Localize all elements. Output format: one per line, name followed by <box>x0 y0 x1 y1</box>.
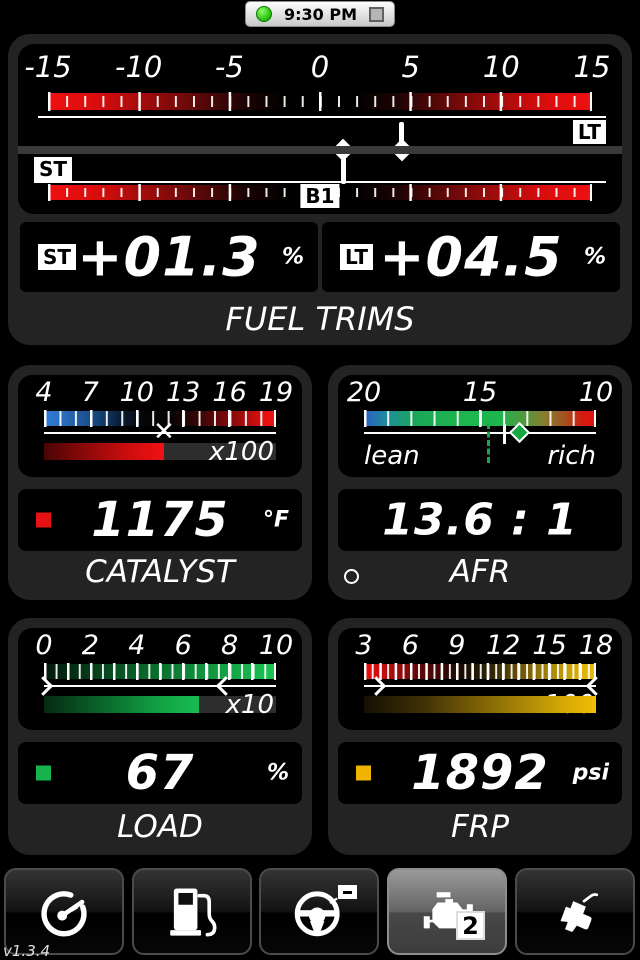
app-version: v1.3.4 <box>3 942 51 960</box>
lt-badge: LT <box>340 244 374 270</box>
load-gauge: 0 2 4 6 8 10 x10 <box>18 628 302 730</box>
fuel-trims-ruler-top <box>48 92 592 111</box>
catalyst-panel[interactable]: 4 7 10 13 16 19 ✕ x100 <box>8 365 312 600</box>
st-track-line <box>34 181 606 183</box>
catalyst-scale-labels: 4 7 10 13 16 19 <box>35 377 294 408</box>
fuel-trims-title: FUEL TRIMS <box>225 300 415 338</box>
catalyst-value: 1175 <box>91 492 229 548</box>
afr-title: AFR <box>449 554 511 590</box>
lt-track-line <box>38 116 606 118</box>
afr-panel[interactable]: 20 15 10 lean rich 13.6 : 1 AFR <box>328 365 632 600</box>
frp-fill <box>364 696 596 713</box>
load-fill <box>44 696 200 713</box>
load-indicator <box>36 765 51 781</box>
fuel-nozzle-icon <box>546 883 604 941</box>
bank-label: B1 <box>300 184 340 208</box>
nozzle-tab-button[interactable] <box>515 868 635 955</box>
frp-value-box: 1892 psi <box>338 742 622 804</box>
fuel-trims-gauge: -15 -10 -5 0 5 10 15 B1 <box>18 44 622 214</box>
steering-tab-button[interactable] <box>259 868 379 955</box>
catalyst-title: CATALYST <box>85 554 235 590</box>
steering-wheel-icon <box>290 883 348 941</box>
fuel-tab-button[interactable] <box>132 868 252 955</box>
lt-unit: % <box>583 244 606 270</box>
load-multiplier: x10 <box>225 690 274 720</box>
catalyst-x-marker: ✕ <box>153 416 175 447</box>
load-scale-labels: 0 2 4 6 8 10 <box>35 630 294 661</box>
st-value-box: ST +01.3 % <box>20 222 318 292</box>
load-unit: % <box>266 760 289 786</box>
frp-scale-labels: 3 6 9 12 15 18 <box>355 630 614 661</box>
lt-value: +04.5 <box>379 225 563 289</box>
frp-value-bar <box>364 696 596 713</box>
frp-unit: psi <box>572 760 609 786</box>
load-title: LOAD <box>117 809 203 845</box>
afr-status-ring-icon <box>344 569 359 584</box>
afr-value: 13.6 : 1 <box>382 494 578 546</box>
catalyst-value-bar <box>44 443 276 460</box>
trim-slider-band <box>18 146 622 154</box>
afr-lean-label: lean <box>364 441 420 471</box>
afr-gauge: 20 15 10 lean rich <box>338 375 622 477</box>
catalyst-color-bar <box>44 410 276 427</box>
speedometer-icon <box>35 883 93 941</box>
frp-value: 1892 <box>411 745 549 801</box>
catalyst-multiplier: x100 <box>208 437 274 467</box>
st-badge: ST <box>38 244 77 270</box>
afr-rich-label: rich <box>547 441 596 471</box>
frp-title: FRP <box>450 809 510 845</box>
catalyst-indicator <box>36 512 51 528</box>
battery-icon <box>369 6 385 22</box>
afr-color-bar <box>364 410 596 427</box>
gauges-tab-button[interactable] <box>4 868 124 955</box>
status-bar: 9:30 PM <box>244 1 396 27</box>
load-value-box: 67 % <box>18 742 302 804</box>
catalyst-gauge: 4 7 10 13 16 19 ✕ x100 <box>18 375 302 477</box>
st-unit: % <box>281 244 304 270</box>
st-value: +01.3 <box>77 225 261 289</box>
lt-value-box: LT +04.5 % <box>322 222 620 292</box>
afr-value-box: 13.6 : 1 <box>338 489 622 551</box>
frp-indicator <box>356 765 371 781</box>
frp-gauge: 3 6 9 12 15 18 x100 <box>338 628 622 730</box>
st-tag: ST <box>34 157 73 181</box>
load-value-bar <box>44 696 276 713</box>
fuel-trims-scale-labels: -15 -10 -5 0 5 10 15 <box>24 50 611 84</box>
catalyst-value-box: 1175 °F <box>18 489 302 551</box>
clock: 9:30 PM <box>283 4 358 24</box>
fuel-trims-panel[interactable]: -15 -10 -5 0 5 10 15 B1 <box>8 34 632 345</box>
dtc-count-badge: 2 <box>456 911 485 940</box>
load-color-bar <box>44 663 276 680</box>
afr-marker-tick <box>502 424 506 444</box>
connection-status-icon <box>255 6 272 22</box>
fuel-pump-icon <box>163 883 221 941</box>
lt-tag: LT <box>572 120 606 144</box>
catalyst-unit: °F <box>262 507 289 533</box>
afr-scale-labels: 20 15 10 <box>346 377 614 408</box>
load-panel[interactable]: 0 2 4 6 8 10 x10 <box>8 618 312 855</box>
catalyst-fill <box>44 443 164 460</box>
frp-color-bar <box>364 663 596 680</box>
steering-minus-badge-icon <box>338 885 357 899</box>
engine-dtc-tab-button[interactable]: 2 <box>387 868 507 955</box>
fuel-trims-scale: -15 -10 -5 0 5 10 15 B1 <box>24 44 611 214</box>
frp-panel[interactable]: 3 6 9 12 15 18 x100 <box>328 618 632 855</box>
load-value: 67 <box>125 745 195 801</box>
afr-stoich-line <box>486 423 490 463</box>
